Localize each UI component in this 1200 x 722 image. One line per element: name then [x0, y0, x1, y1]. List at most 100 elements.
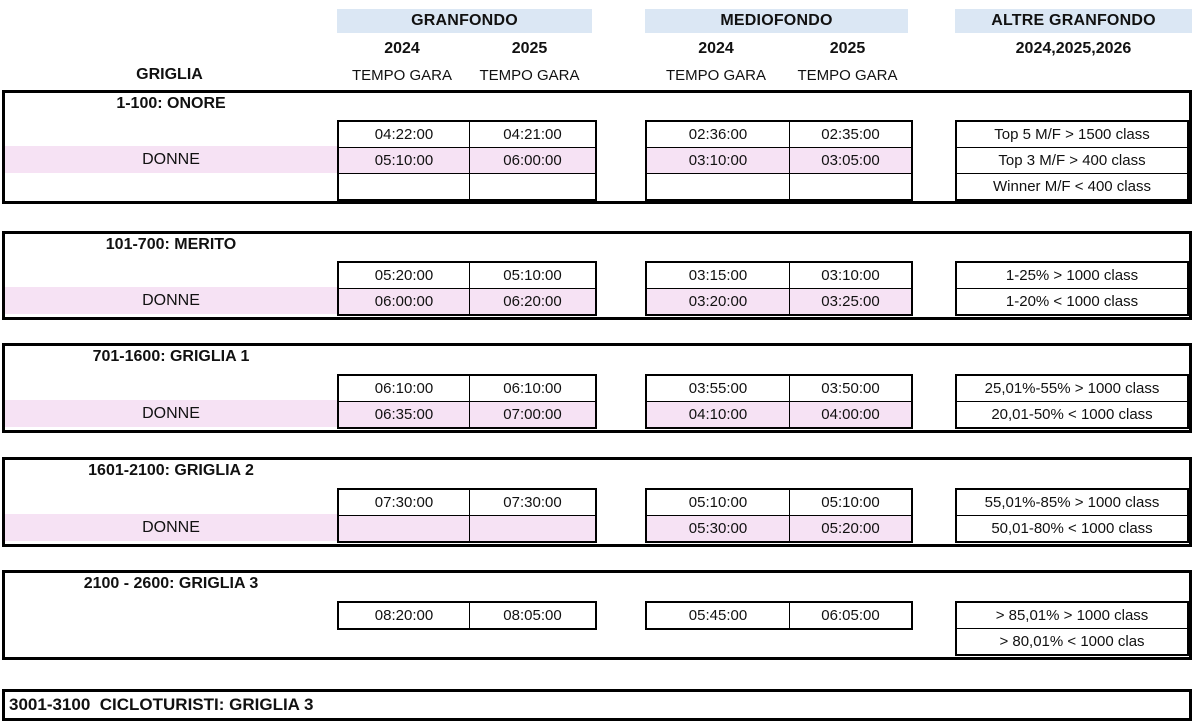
rule-cell: Winner M/F < 400 class [955, 173, 1189, 201]
table-row: Winner M/F < 400 class [955, 173, 1189, 201]
table-row-donne: 05:30:00 05:20:00 [645, 515, 913, 543]
time-cell: 03:10:00 [789, 261, 913, 289]
section-title: 2100 - 2600: GRIGLIA 3 [83, 575, 259, 592]
time-cell: 03:55:00 [645, 374, 790, 402]
granfondo-times-table: 08:20:00 08:05:00 [337, 601, 597, 630]
section-griglia-1: 701-1600: GRIGLIA 1 DONNE 06:10:00 06:10… [2, 343, 1192, 433]
time-cell: 05:45:00 [645, 601, 790, 630]
table-row: 03:55:00 03:50:00 [645, 374, 913, 402]
table-row: 55,01%-85% > 1000 class [955, 488, 1189, 516]
altre-rules-table: 55,01%-85% > 1000 class 50,01-80% < 1000… [955, 488, 1189, 543]
granfondo-year-2025: 2025 [511, 40, 548, 57]
table-row: Top 3 M/F > 400 class [955, 147, 1189, 174]
table-row [645, 173, 913, 201]
mediofondo-times-table: 05:10:00 05:10:00 05:30:00 05:20:00 [645, 488, 913, 543]
time-cell: 05:10:00 [645, 488, 790, 516]
section-merito: 101-700: MERITO DONNE 05:20:00 05:10:00 … [2, 231, 1192, 320]
table-row: > 80,01% < 1000 clas [955, 628, 1189, 656]
rule-cell: 25,01%-55% > 1000 class [955, 374, 1189, 402]
mediofondo-year-2025: 2025 [829, 40, 866, 57]
table-row: 20,01-50% < 1000 class [955, 401, 1189, 429]
time-cell [469, 173, 597, 201]
table-row: 07:30:00 07:30:00 [337, 488, 597, 516]
time-cell: 03:10:00 [645, 147, 790, 174]
table-row [337, 173, 597, 201]
rule-cell: 1-25% > 1000 class [955, 261, 1189, 289]
time-cell: 06:00:00 [337, 288, 470, 316]
time-cell: 06:00:00 [469, 147, 597, 174]
table-row: 1-25% > 1000 class [955, 261, 1189, 289]
section-title: 1601-2100: GRIGLIA 2 [88, 462, 254, 479]
time-cell: 05:20:00 [789, 515, 913, 543]
time-cell: 06:10:00 [337, 374, 470, 402]
time-cell: 04:22:00 [337, 120, 470, 148]
table-row: 08:20:00 08:05:00 [337, 601, 597, 630]
granfondo-times-table: 06:10:00 06:10:00 06:35:00 07:00:00 [337, 374, 597, 429]
table-row-donne [337, 515, 597, 543]
tempo-gara-gf-2024: TEMPO GARA [351, 66, 452, 84]
mediofondo-year-2024: 2024 [698, 40, 734, 57]
altre-granfondo-header-band: ALTRE GRANFONDO [955, 9, 1192, 33]
time-cell: 08:20:00 [337, 601, 470, 630]
table-row: 06:10:00 06:10:00 [337, 374, 597, 402]
donne-label: DONNE [142, 518, 200, 536]
granfondo-header-label: GRANFONDO [411, 12, 518, 29]
table-row: 03:15:00 03:10:00 [645, 261, 913, 289]
mediofondo-times-table: 05:45:00 06:05:00 [645, 601, 913, 630]
time-cell: 03:20:00 [645, 288, 790, 316]
time-cell: 04:21:00 [469, 120, 597, 148]
rule-cell: Top 5 M/F > 1500 class [955, 120, 1189, 148]
tempo-gara-mf-2025: TEMPO GARA [797, 66, 898, 84]
rule-cell: 50,01-80% < 1000 class [955, 515, 1189, 543]
time-cell: 03:25:00 [789, 288, 913, 316]
table-row-donne: 03:20:00 03:25:00 [645, 288, 913, 316]
time-cell [645, 173, 790, 201]
table-row: 05:20:00 05:10:00 [337, 261, 597, 289]
altre-rules-table: Top 5 M/F > 1500 class Top 3 M/F > 400 c… [955, 120, 1189, 201]
donne-label: DONNE [142, 150, 200, 168]
mediofondo-header-label: MEDIOFONDO [720, 12, 833, 29]
section-title: 1-100: ONORE [116, 95, 226, 112]
table-row: 50,01-80% < 1000 class [955, 515, 1189, 543]
time-cell: 07:00:00 [469, 401, 597, 429]
time-cell: 06:10:00 [469, 374, 597, 402]
griglia-column-header: GRIGLIA [136, 66, 203, 83]
section-title: 101-700: MERITO [105, 236, 237, 253]
time-cell: 06:20:00 [469, 288, 597, 316]
time-cell: 02:36:00 [645, 120, 790, 148]
altre-years: 2024,2025,2026 [1015, 40, 1132, 57]
rule-cell: 20,01-50% < 1000 class [955, 401, 1189, 429]
section-griglia-3: 2100 - 2600: GRIGLIA 3 08:20:00 08:05:00… [2, 570, 1192, 660]
time-cell: 08:05:00 [469, 601, 597, 630]
altre-rules-table: > 85,01% > 1000 class > 80,01% < 1000 cl… [955, 601, 1189, 656]
rule-cell: Top 3 M/F > 400 class [955, 147, 1189, 174]
table-row-donne: 06:00:00 06:20:00 [337, 288, 597, 316]
time-cell: 06:05:00 [789, 601, 913, 630]
cicloturisti-bar: 3001-3100 CICLOTURISTI: GRIGLIA 3 [2, 689, 1192, 721]
table-row: 04:22:00 04:21:00 [337, 120, 597, 148]
time-cell: 05:10:00 [789, 488, 913, 516]
donne-row-band: DONNE [5, 287, 337, 314]
table-row: Top 5 M/F > 1500 class [955, 120, 1189, 148]
table-row: 1-20% < 1000 class [955, 288, 1189, 316]
time-cell: 07:30:00 [337, 488, 470, 516]
tempo-gara-gf-2025: TEMPO GARA [479, 66, 580, 84]
rule-cell: 1-20% < 1000 class [955, 288, 1189, 316]
time-cell [337, 173, 470, 201]
altre-rules-table: 1-25% > 1000 class 1-20% < 1000 class [955, 261, 1189, 316]
rule-cell: > 80,01% < 1000 clas [955, 628, 1189, 656]
donne-label: DONNE [142, 404, 200, 422]
table-row: > 85,01% > 1000 class [955, 601, 1189, 629]
donne-label: DONNE [142, 291, 200, 309]
table-row-donne: 04:10:00 04:00:00 [645, 401, 913, 429]
donne-row-band: DONNE [5, 514, 337, 541]
time-cell: 05:30:00 [645, 515, 790, 543]
time-cell: 04:00:00 [789, 401, 913, 429]
section-onore: 1-100: ONORE DONNE 04:22:00 04:21:00 05:… [2, 90, 1192, 204]
granfondo-year-2024: 2024 [384, 40, 420, 57]
granfondo-times-table: 07:30:00 07:30:00 [337, 488, 597, 543]
rule-cell: > 85,01% > 1000 class [955, 601, 1189, 629]
time-cell: 06:35:00 [337, 401, 470, 429]
time-cell: 02:35:00 [789, 120, 913, 148]
